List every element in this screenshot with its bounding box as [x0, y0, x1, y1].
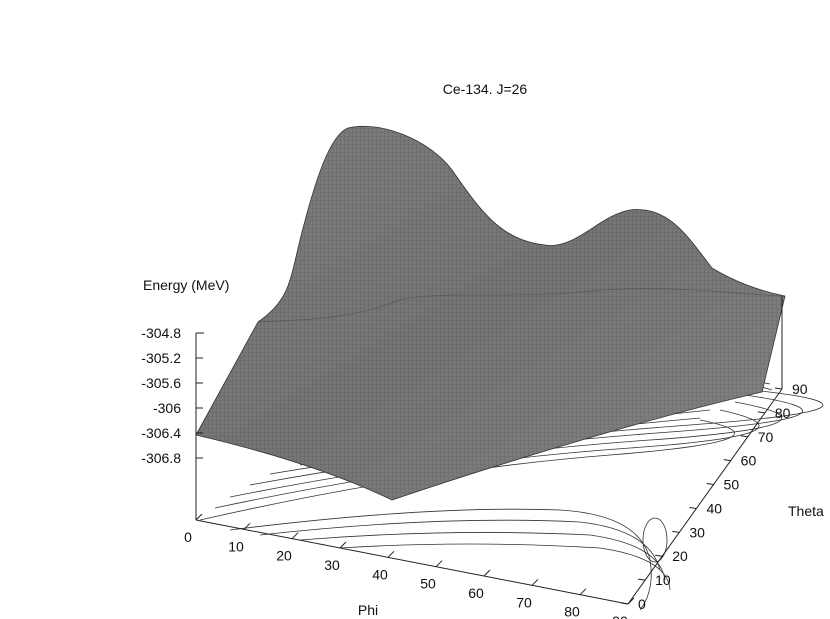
x-tick-mark [195, 513, 203, 521]
axes-frame [195, 296, 783, 605]
y-tick-label: 70 [758, 429, 774, 445]
y-tick-label: 10 [655, 572, 671, 588]
x-tick-mark [579, 588, 587, 596]
y-tick-label: 80 [775, 405, 791, 421]
z-axis-ticks: -304.8 -305.2 -305.6 -306 -306.4 -306.8 [141, 325, 203, 466]
z-tick-label: -306 [153, 400, 181, 416]
z-axis-label: Energy (MeV) [143, 277, 229, 293]
y-tick-label: 90 [792, 381, 808, 397]
z-tick-label: -305.2 [141, 350, 181, 366]
x-tick-mark [435, 560, 443, 568]
y-tick-mark [774, 387, 783, 390]
x-tick-label: 50 [420, 576, 436, 592]
x-tick-mark [243, 522, 251, 530]
x-tick-label: 90 [612, 613, 628, 619]
x-tick-mark [531, 578, 539, 586]
y-axis-label: Theta [788, 503, 824, 519]
z-tick-label: -306.4 [141, 425, 181, 441]
y-tick-mark [757, 411, 765, 414]
x-tick-mark [483, 569, 491, 577]
y-tick-mark [638, 578, 646, 581]
x-tick-label: 20 [276, 548, 292, 564]
y-tick-label: 40 [706, 500, 722, 516]
y-tick-mark [655, 554, 663, 557]
chart-title: Ce-134. J=26 [443, 81, 528, 97]
y-tick-mark [706, 483, 714, 486]
x-tick-mark [627, 597, 635, 605]
y-tick-mark [620, 602, 629, 605]
y-tick-label: 50 [724, 477, 740, 493]
y-tick-mark [689, 506, 697, 509]
y-tick-label: 0 [638, 596, 646, 612]
z-tick-label: -304.8 [141, 325, 181, 341]
y-tick-mark [723, 459, 731, 462]
y-tick-label: 30 [689, 524, 705, 540]
x-tick-label: 30 [324, 557, 340, 573]
y-tick-mark [672, 530, 680, 533]
x-tick-mark [291, 532, 299, 540]
y-tick-label: 60 [741, 453, 757, 469]
x-tick-label: 60 [468, 585, 484, 601]
y-tick-mark [740, 435, 748, 438]
x-tick-label: 40 [372, 566, 388, 582]
z-tick-label: -305.6 [141, 375, 181, 391]
x-axis-label: Phi [358, 602, 378, 618]
x-tick-mark [339, 541, 347, 549]
z-tick-label: -306.8 [141, 450, 181, 466]
x-tick-label: 80 [564, 604, 580, 619]
x-tick-label: 70 [516, 594, 532, 610]
x-tick-label: 0 [184, 529, 192, 545]
energy-surface [195, 125, 786, 501]
x-axis-ticks: 0 10 20 30 40 50 60 70 80 90 [184, 513, 635, 619]
x-tick-label: 10 [228, 538, 244, 554]
y-tick-label: 20 [672, 548, 688, 564]
x-tick-mark [387, 550, 395, 558]
